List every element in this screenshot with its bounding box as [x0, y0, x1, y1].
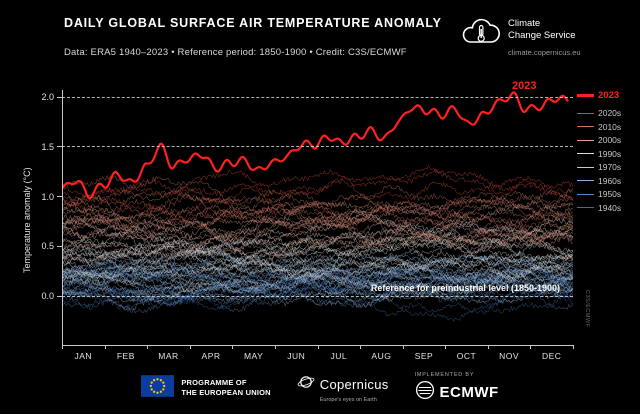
legend-label-1940s: 1940s	[598, 202, 622, 213]
climate-service-cloud-icon	[460, 15, 500, 56]
c3s-logo: Climate Change Service climate.copernicu…	[460, 15, 581, 57]
c3s-logo-url: climate.copernicus.eu	[508, 47, 581, 57]
page-subtitle: Data: ERA5 1940–2023 • Reference period:…	[64, 47, 407, 58]
y-tick-label-0.5: 0.5	[41, 241, 54, 252]
ecmwf-emblem-icon	[415, 380, 435, 405]
legend-item-1940s: 1940s	[577, 201, 621, 215]
legend-item-1950s: 1950s	[577, 188, 621, 202]
y-tick-label-2.0: 2.0	[41, 92, 54, 102]
month-label-aug: AUG	[371, 351, 392, 361]
x-tick-5	[274, 345, 276, 349]
x-tick-7	[360, 345, 362, 349]
copernicus-block: Copernicus Europe's eyes on Earth	[297, 373, 389, 403]
eu-programme-line1: PROGRAMME OF	[181, 377, 247, 387]
month-label-dec: DEC	[541, 351, 562, 361]
legend-label-1970s: 1970s	[598, 162, 622, 173]
x-tick-8	[402, 345, 404, 349]
c3s-logo-name-line1: Climate	[508, 18, 541, 29]
legend-item-2020s: 2020s	[577, 107, 621, 121]
y-tick-2.0	[57, 96, 62, 98]
eu-programme-line2: THE EUROPEAN UNION	[181, 388, 271, 397]
c3s-logo-name-line2: Change Service	[508, 30, 576, 42]
month-label-jan: JAN	[74, 351, 93, 361]
legend-label-1960s: 1960s	[598, 175, 622, 186]
legend-item-1960s: 1960s	[577, 174, 621, 188]
y-axis-line	[62, 90, 63, 346]
x-tick-6	[317, 345, 319, 349]
month-label-apr: APR	[201, 351, 221, 361]
copernicus-orbit-icon	[297, 373, 315, 396]
month-label-sep: SEP	[414, 351, 434, 361]
gridline-1.5	[62, 146, 573, 148]
legend-swatch-1940s	[577, 207, 594, 209]
x-tick-1	[104, 345, 106, 349]
eu-flag-icon	[141, 374, 175, 402]
month-label-mar: MAR	[158, 351, 179, 361]
vertical-watermark: C3S/ECMWF	[584, 290, 590, 328]
legend-item-1990s: 1990s	[577, 147, 621, 161]
footer-logos: PROGRAMME OF THE EUROPEAN UNION Copernic…	[0, 364, 640, 412]
x-tick-12	[573, 345, 574, 349]
legend-item-2000s: 2000s	[577, 134, 621, 148]
ecmwf-wordmark: ECMWF	[439, 383, 499, 401]
legend-label-2020s: 2020s	[598, 108, 622, 119]
legend-swatch-2010s	[577, 126, 594, 128]
legend-item-2023: 2023	[577, 89, 621, 103]
y-tick-0.5	[57, 245, 62, 247]
y-tick-1.5	[57, 146, 62, 148]
legend-label-2023: 2023	[598, 90, 620, 102]
legend-label-1990s: 1990s	[598, 148, 622, 159]
eu-programme-block: PROGRAMME OF THE EUROPEAN UNION	[141, 374, 271, 402]
legend-swatch-2023	[577, 94, 594, 98]
x-tick-3	[189, 345, 191, 349]
month-label-oct: OCT	[456, 351, 477, 361]
legend-swatch-1970s	[577, 166, 594, 168]
x-tick-2	[147, 345, 149, 349]
y-tick-1.0	[57, 196, 62, 197]
x-tick-9	[445, 345, 447, 349]
page-title: DAILY GLOBAL SURFACE AIR TEMPERATURE ANO…	[64, 16, 442, 30]
gridline-2.0	[62, 96, 573, 98]
gridline-0.0	[62, 295, 573, 297]
y-tick-label-0.0: 0.0	[41, 291, 54, 301]
month-label-feb: FEB	[116, 351, 135, 361]
implemented-by-label: IMPLEMENTED BY	[414, 371, 475, 378]
legend-swatch-2020s	[577, 112, 594, 114]
anomaly-spaghetti-chart	[62, 90, 573, 345]
decade-legend: 2023 2020s 2010s 2000s 1990s 1970s 1960s 1950s 1…	[577, 89, 621, 215]
legend-swatch-1950s	[577, 193, 594, 195]
legend-swatch-2000s	[577, 139, 594, 141]
legend-item-2010s: 2010s	[577, 120, 621, 134]
x-tick-11	[530, 345, 532, 349]
month-label-nov: NOV	[499, 351, 520, 361]
copernicus-tagline: Europe's eyes on Earth	[319, 397, 377, 403]
x-tick-0	[62, 345, 63, 349]
x-tick-10	[487, 345, 489, 349]
line-label-2023: 2023	[512, 80, 537, 92]
legend-label-1950s: 1950s	[598, 189, 622, 200]
y-tick-label-1.5: 1.5	[41, 141, 54, 152]
month-label-jun: JUN	[287, 351, 306, 361]
preindustrial-reference-annotation: Reference for preindustrial level (1850-…	[370, 283, 560, 293]
y-tick-label-1.0: 1.0	[41, 191, 54, 202]
legend-label-2000s: 2000s	[598, 135, 622, 146]
month-label-jul: JUL	[330, 351, 348, 361]
y-tick-0.0	[57, 295, 62, 297]
x-tick-4	[232, 345, 234, 349]
copernicus-wordmark: Copernicus	[319, 377, 389, 392]
y-axis-title: Temperature anomaly (°C)	[22, 167, 32, 273]
legend-swatch-1960s	[577, 180, 594, 182]
ecmwf-block: IMPLEMENTED BY ECMWF	[415, 372, 499, 405]
legend-label-2010s: 2010s	[598, 121, 622, 132]
legend-swatch-1990s	[577, 153, 594, 155]
legend-item-1970s: 1970s	[577, 161, 621, 175]
month-label-may: MAY	[243, 351, 264, 361]
